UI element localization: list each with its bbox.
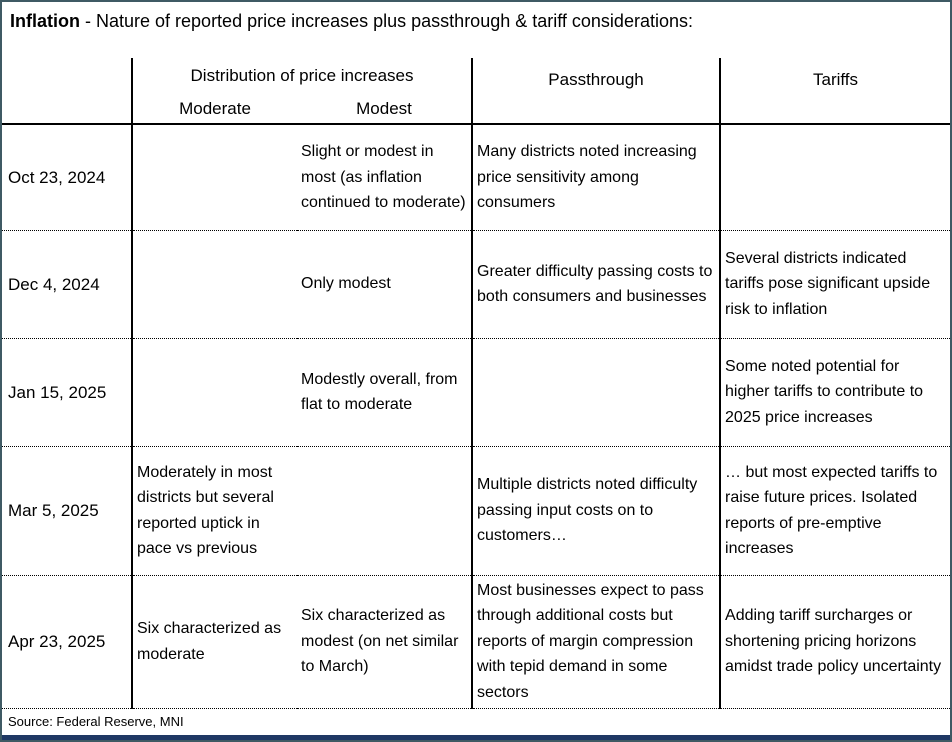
table-row: Apr 23, 2025 Six characterized as modera… [2,575,950,709]
row-date: Jan 15, 2025 [2,338,132,447]
table-header: Distribution of price increases Passthro… [2,58,950,125]
cell-tariffs: Some noted potential for higher tariffs … [719,338,950,447]
header-tariffs: Tariffs [719,58,950,125]
row-date: Oct 23, 2024 [2,123,132,231]
header-passthrough: Passthrough [471,58,721,125]
table-row: Jan 15, 2025 Modestly overall, from flat… [2,338,950,447]
cell-passthrough [471,338,721,447]
cell-modest: Slight or modest in most (as inflation c… [297,123,473,231]
title-keyword: Inflation [10,11,80,31]
row-date: Apr 23, 2025 [2,575,132,709]
row-date: Mar 5, 2025 [2,446,132,576]
table-row: Mar 5, 2025 Moderately in most districts… [2,446,950,576]
header-distribution-group: Distribution of price increases [130,58,473,94]
cell-tariffs: … but most expected tariffs to raise fut… [719,446,950,576]
header-moderate: Moderate [131,94,297,125]
cell-moderate: Moderately in most districts but several… [131,446,297,576]
cell-passthrough: Multiple districts noted difficulty pass… [471,446,721,576]
source-note: Source: Federal Reserve, MNI [8,713,184,729]
bottom-accent-bar [2,735,950,740]
cell-passthrough: Most businesses expect to pass through a… [471,575,721,709]
cell-modest: Six characterized as modest (on net simi… [297,575,473,709]
table-footer: Source: Federal Reserve, MNI [2,708,950,735]
cell-moderate [131,123,297,231]
title-text: - Nature of reported price increases plu… [80,11,693,31]
header-date-empty [2,58,132,124]
cell-moderate [131,230,297,339]
row-date: Dec 4, 2024 [2,230,132,339]
cell-modest: Modestly overall, from flat to moderate [297,338,473,447]
cell-passthrough: Greater difficulty passing costs to both… [471,230,721,339]
cell-tariffs [719,123,950,231]
table-row: Oct 23, 2024 Slight or modest in most (a… [2,123,950,231]
page-title: Inflation - Nature of reported price inc… [2,2,950,58]
cell-tariffs: Adding tariff surcharges or shortening p… [719,575,950,709]
header-modest: Modest [356,99,412,118]
cell-moderate: Six characterized as moderate [131,575,297,709]
cell-modest: Only modest [297,230,473,339]
cell-moderate [131,338,297,447]
table-row: Dec 4, 2024 Only modest Greater difficul… [2,230,950,339]
inflation-table: Distribution of price increases Passthro… [2,58,950,735]
cell-modest [297,446,473,576]
cell-passthrough: Many districts noted increasing price se… [471,123,721,231]
table-body: Oct 23, 2024 Slight or modest in most (a… [2,123,950,709]
cell-tariffs: Several districts indicated tariffs pose… [719,230,950,339]
